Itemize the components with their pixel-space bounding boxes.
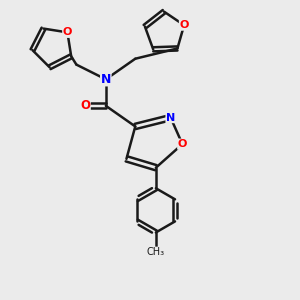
Text: O: O — [63, 27, 72, 38]
Text: N: N — [100, 73, 111, 86]
Text: O: O — [178, 139, 187, 149]
Text: O: O — [80, 99, 90, 112]
Text: CH₃: CH₃ — [147, 247, 165, 257]
Text: N: N — [166, 112, 175, 123]
Text: O: O — [179, 20, 189, 30]
